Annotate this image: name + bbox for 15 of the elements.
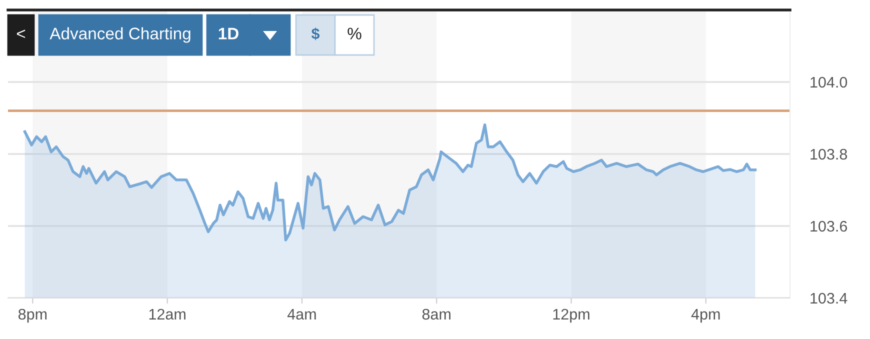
x-tick-label: 8am	[422, 308, 450, 320]
x-tick-label: 4pm	[691, 308, 720, 323]
x-tick-label: 12pm	[553, 308, 590, 323]
annotation: 1D	[218, 28, 238, 40]
y-tick-label: 103.4	[810, 292, 848, 304]
y-tick-label: 104.0	[810, 76, 848, 88]
x-tick-label: 8pm	[18, 308, 47, 323]
annotation: <	[16, 30, 26, 38]
annotation: %	[348, 28, 362, 40]
y-tick-label: 103.8	[810, 148, 848, 160]
y-tick-label: 103.6	[810, 220, 848, 232]
x-tick-label: 4am	[287, 308, 316, 320]
x-tick-label: 12am	[149, 308, 186, 320]
annotation: Advanced Charting	[50, 27, 190, 43]
annotation: $	[311, 28, 320, 40]
